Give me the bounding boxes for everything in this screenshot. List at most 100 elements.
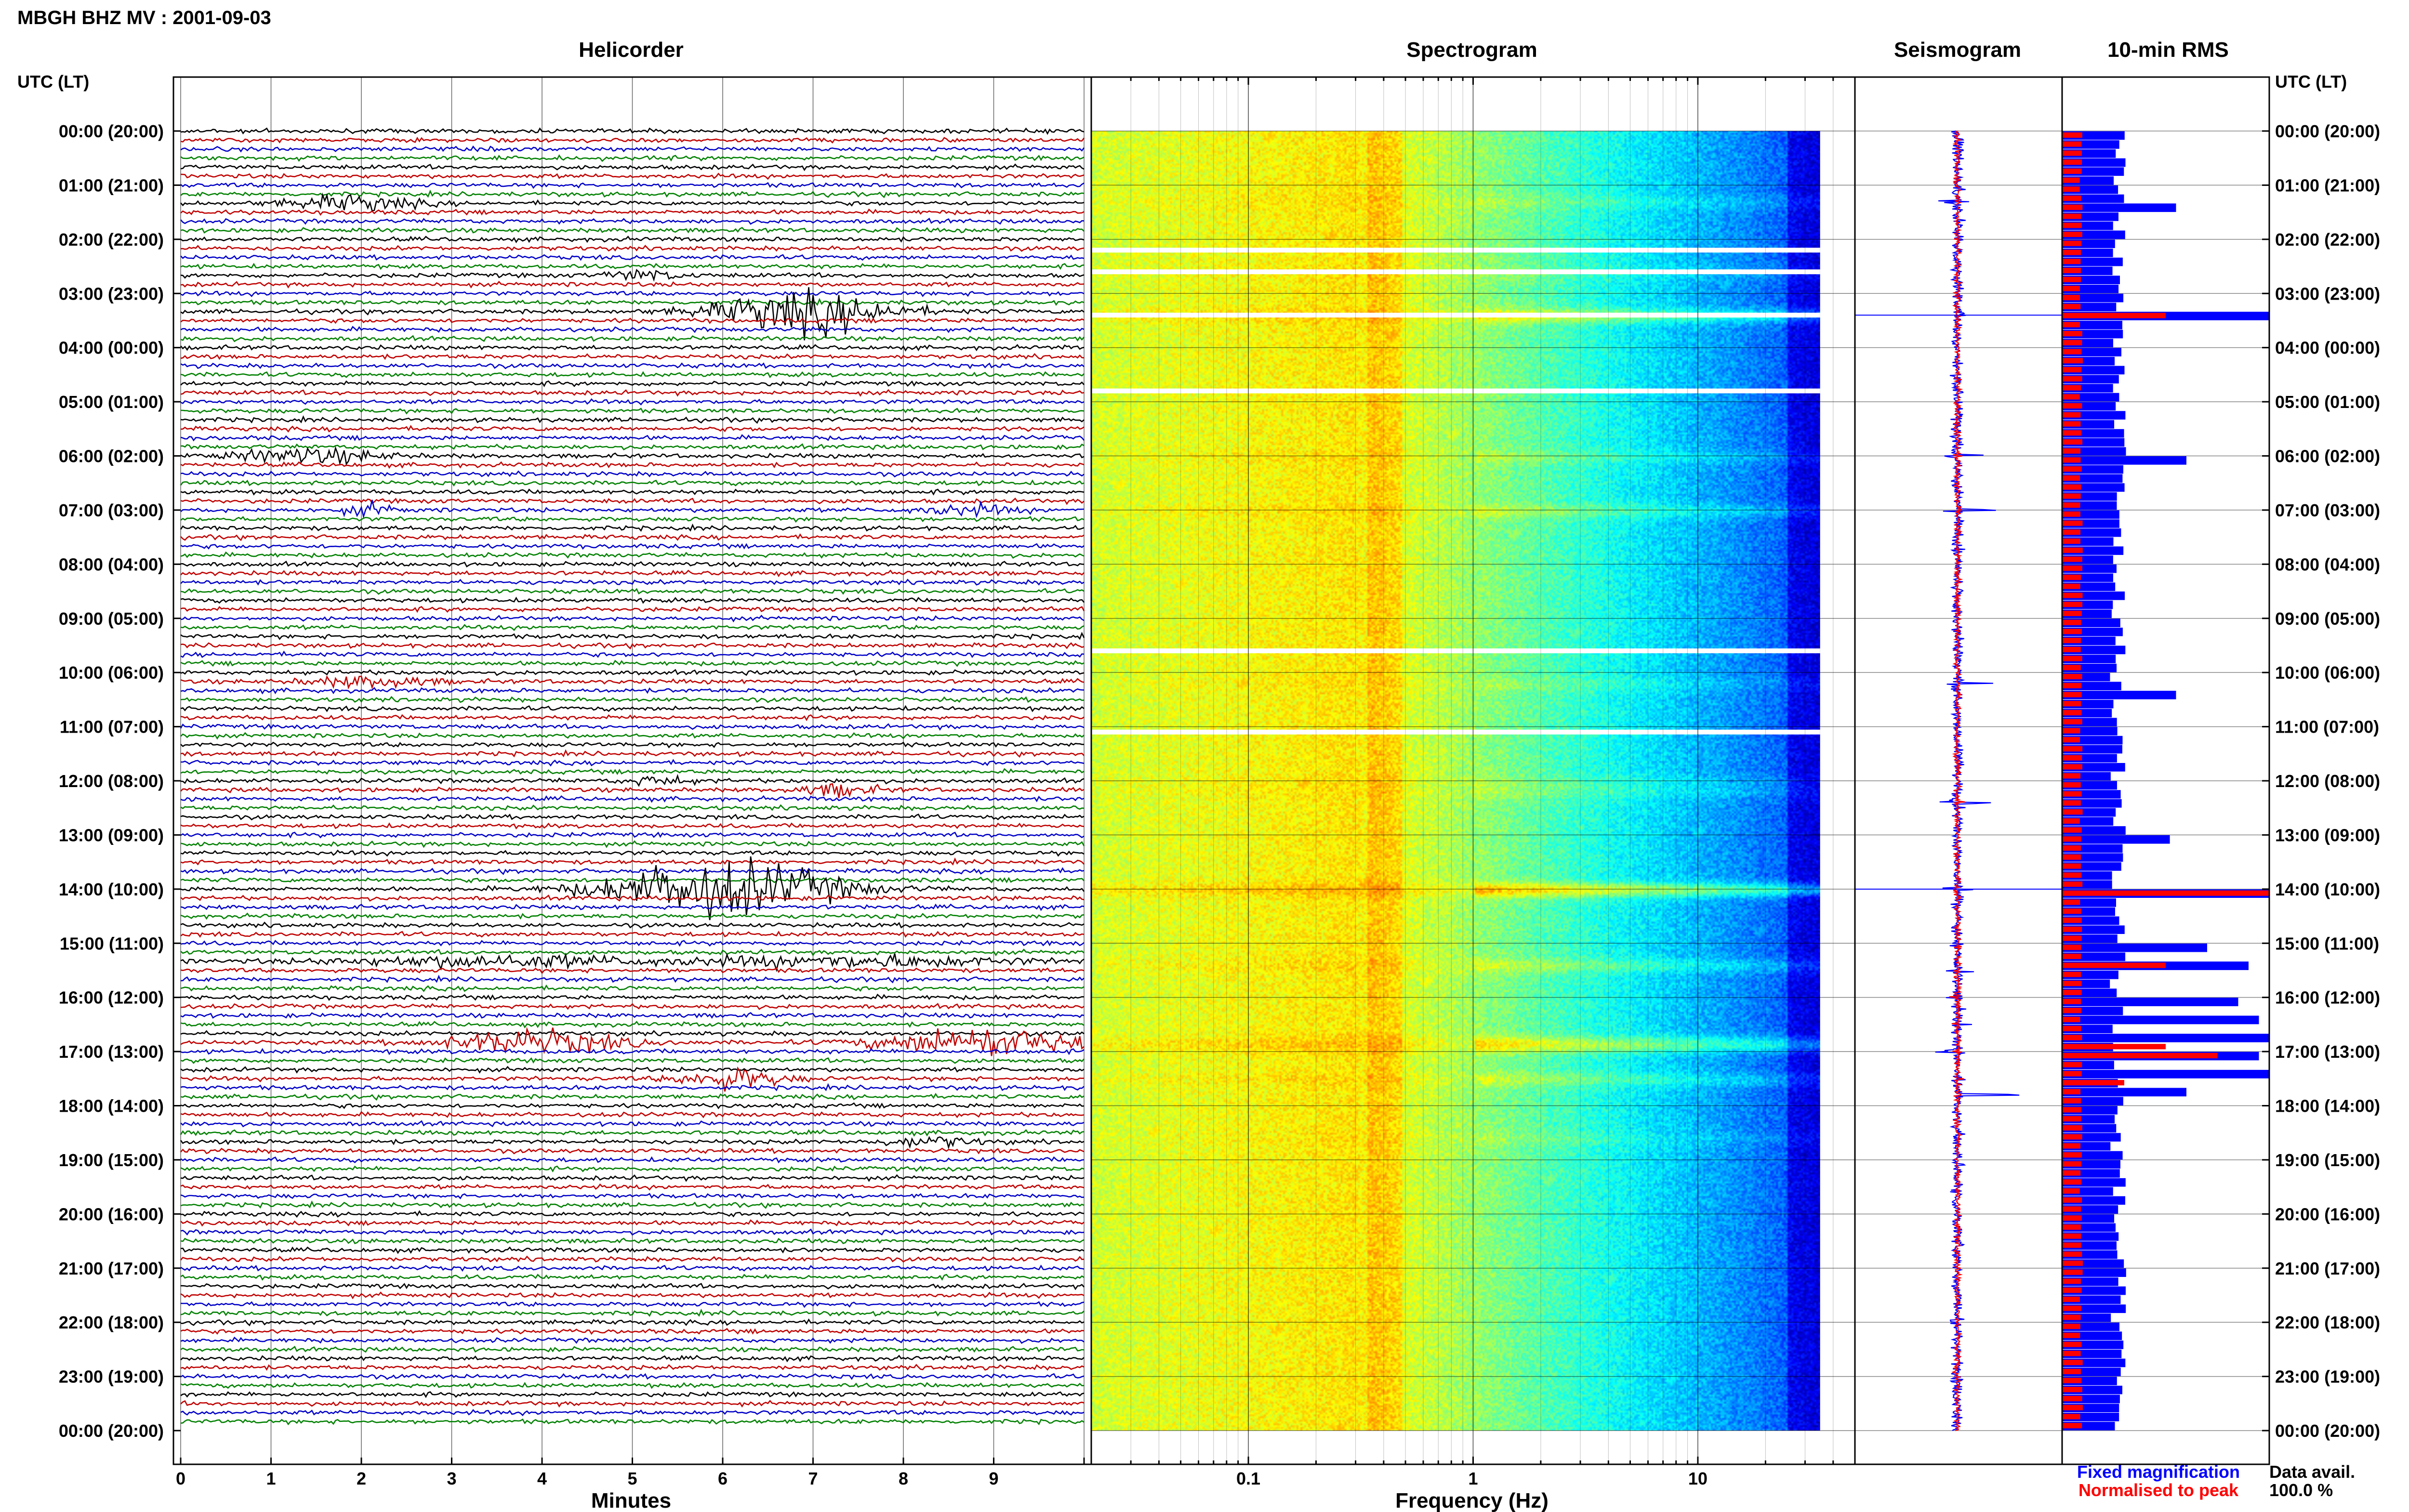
time-label-left: 17:00 (13:00) bbox=[59, 1042, 164, 1062]
rms-normalised-bar bbox=[2062, 547, 2083, 553]
rms-normalised-bar bbox=[2062, 484, 2081, 490]
helicorder-x-tick-label: 0 bbox=[176, 1469, 185, 1488]
rms-normalised-bar bbox=[2062, 141, 2082, 147]
rms-normalised-bar bbox=[2062, 1170, 2081, 1176]
rms-normalised-bar bbox=[2062, 439, 2082, 445]
right-time-labels: 00:00 (20:00) 01:00 (21:00) 02:00 (22:00) 0… bbox=[2275, 121, 2380, 1441]
helicorder-trace bbox=[180, 650, 1085, 658]
helicorder-trace bbox=[180, 877, 1085, 884]
rms-fixed-bar bbox=[2062, 1015, 2259, 1025]
rms-bars bbox=[2062, 131, 2269, 1431]
rms-normalised-bar bbox=[2062, 908, 2081, 914]
helicorder-trace bbox=[180, 1373, 1085, 1380]
rms-normalised-bar bbox=[2062, 1395, 2082, 1402]
helicorder-trace bbox=[180, 974, 1085, 984]
rms-normalised-bar bbox=[2062, 674, 2082, 680]
helicorder-trace bbox=[180, 1364, 1085, 1371]
helicorder-trace bbox=[180, 1083, 1085, 1091]
rms-normalised-bar bbox=[2062, 746, 2083, 752]
helicorder-x-tick-label: 6 bbox=[718, 1469, 728, 1488]
seismogram-title: Seismogram bbox=[1894, 38, 2021, 62]
helicorder-trace bbox=[180, 993, 1085, 1001]
rms-normalised-bar bbox=[2062, 267, 2081, 274]
helicorder-trace bbox=[180, 642, 1085, 650]
rms-normalised-bar bbox=[2062, 475, 2080, 481]
helicorder-x-tick-label: 7 bbox=[808, 1469, 818, 1488]
time-label-left: 05:00 (01:00) bbox=[59, 392, 164, 412]
rms-normalised-bar bbox=[2062, 1008, 2082, 1013]
helicorder-trace bbox=[180, 362, 1085, 369]
rms-normalised-bar bbox=[2062, 276, 2081, 282]
rms-normalised-bar bbox=[2062, 1215, 2082, 1221]
helicorder-trace bbox=[180, 696, 1085, 703]
time-label-right: 03:00 (23:00) bbox=[2275, 284, 2380, 303]
helicorder-trace bbox=[180, 1246, 1085, 1254]
rms-normalised-bar bbox=[2062, 1161, 2082, 1167]
rms-normalised-bar bbox=[2062, 303, 2081, 309]
rms-normalised-bar bbox=[2062, 538, 2080, 544]
time-label-left: 03:00 (23:00) bbox=[59, 284, 164, 303]
rms-normalised-bar bbox=[2062, 863, 2081, 869]
spectrogram-panel: 0.1 1 10 Frequency (Hz) bbox=[1090, 76, 1856, 1512]
rms-normalised-bar bbox=[2062, 1251, 2082, 1257]
helicorder-trace bbox=[180, 596, 1085, 604]
time-label-right: 09:00 (05:00) bbox=[2275, 609, 2380, 629]
rms-normalised-bar bbox=[2062, 1134, 2082, 1140]
helicorder-x-tick-label: 5 bbox=[627, 1469, 637, 1488]
rms-normalised-bar bbox=[2062, 511, 2080, 517]
time-label-right: 01:00 (21:00) bbox=[2275, 175, 2380, 195]
rms-normalised-bar bbox=[2062, 1016, 2080, 1023]
helicorder-trace bbox=[180, 1200, 1085, 1209]
helicorder-trace bbox=[180, 903, 1085, 911]
helicorder-trace bbox=[180, 857, 1085, 866]
helicorder-trace bbox=[180, 687, 1085, 695]
rms-normalised-bar bbox=[2062, 1206, 2081, 1212]
rms-normalised-bar bbox=[2062, 953, 2081, 959]
rms-normalised-bar bbox=[2062, 710, 2082, 716]
spectrogram-x-label: Frequency (Hz) bbox=[1395, 1489, 1549, 1512]
helicorder-x-tick-label: 3 bbox=[447, 1469, 456, 1488]
helicorder-trace bbox=[180, 774, 1085, 787]
helicorder-trace bbox=[180, 443, 1085, 451]
spectrogram-x-tick-label: 10 bbox=[1688, 1469, 1707, 1488]
helicorder-trace bbox=[180, 1048, 1085, 1055]
helicorder-trace bbox=[180, 1193, 1085, 1200]
helicorder-trace bbox=[180, 749, 1085, 758]
helicorder-trace bbox=[180, 136, 1085, 144]
helicorder-trace bbox=[180, 732, 1085, 740]
helicorder-trace bbox=[180, 814, 1085, 821]
rms-normalised-bar bbox=[2062, 646, 2081, 652]
helicorder-trace bbox=[180, 1391, 1085, 1398]
time-label-left: 16:00 (12:00) bbox=[59, 988, 164, 1008]
time-label-left: 23:00 (19:00) bbox=[59, 1367, 164, 1387]
rms-normalised-bar bbox=[2062, 520, 2083, 526]
legend-fixed-magnification: Fixed magnification bbox=[2077, 1462, 2240, 1482]
rms-normalised-bar bbox=[2062, 818, 2080, 824]
rms-normalised-bar bbox=[2062, 466, 2082, 472]
helicorder-trace bbox=[180, 560, 1085, 568]
rms-normalised-bar bbox=[2062, 899, 2080, 905]
helicorder-trace bbox=[180, 1274, 1085, 1281]
time-label-left: 15:00 (11:00) bbox=[60, 933, 164, 953]
rms-fixed-bar bbox=[2062, 1034, 2269, 1042]
rms-normalised-bar bbox=[2062, 150, 2082, 156]
helicorder-trace bbox=[180, 1165, 1085, 1173]
helicorder-trace bbox=[180, 1030, 1085, 1037]
helicorder-trace bbox=[180, 1174, 1085, 1182]
time-label-right: 22:00 (18:00) bbox=[2275, 1313, 2380, 1332]
rms-normalised-bar bbox=[2062, 764, 2082, 770]
helicorder-trace bbox=[180, 631, 1085, 640]
time-label-left: 13:00 (09:00) bbox=[59, 825, 164, 845]
time-label-right: 16:00 (12:00) bbox=[2275, 988, 2380, 1008]
helicorder-trace bbox=[180, 831, 1085, 839]
time-label-right: 04:00 (00:00) bbox=[2275, 338, 2380, 358]
rms-normalised-bar bbox=[2062, 755, 2082, 761]
rms-normalised-bar bbox=[2062, 719, 2082, 724]
helicorder-trace bbox=[180, 822, 1085, 830]
helicorder-trace bbox=[180, 1308, 1085, 1317]
rms-normalised-bar bbox=[2062, 583, 2080, 589]
helicorder-trace bbox=[180, 867, 1085, 875]
helicorder-x-tick-label: 1 bbox=[266, 1469, 276, 1488]
helicorder-trace bbox=[180, 371, 1085, 379]
helicorder-trace bbox=[180, 1219, 1085, 1227]
